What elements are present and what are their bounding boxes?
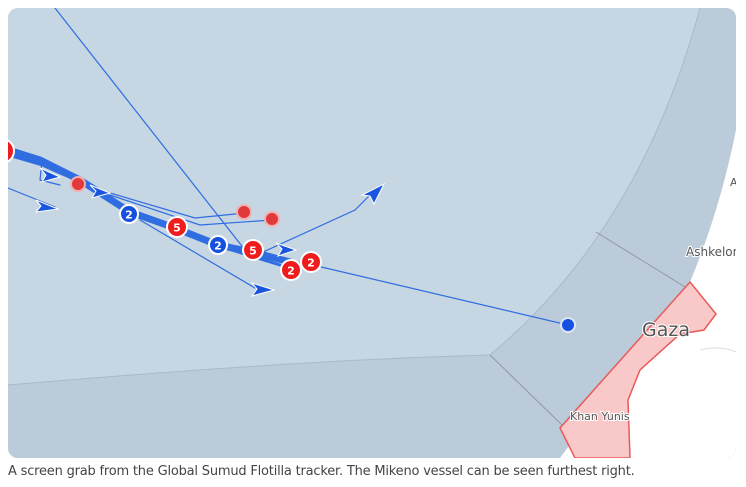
cluster-count: 5	[249, 245, 257, 258]
arrow-icon	[89, 184, 112, 199]
place-label-gaza: Gaza	[642, 319, 690, 341]
cluster-count: 2	[287, 265, 295, 278]
vessel-marker[interactable]	[70, 176, 86, 192]
land	[560, 130, 736, 458]
cluster-marker[interactable]: 5	[166, 216, 188, 238]
cluster-count: 2	[125, 209, 133, 222]
vessel-marker[interactable]	[236, 204, 252, 220]
vessel-marker[interactable]	[8, 139, 15, 163]
cluster-marker[interactable]: 5	[242, 239, 264, 261]
place-label-khan-yunis: Khan Yunis	[570, 410, 630, 423]
mikeno-vessel-marker[interactable]	[560, 317, 576, 333]
place-label-ashkelon: Ashkelon	[686, 245, 736, 259]
maritime-zone	[8, 8, 736, 458]
heading-arrows	[34, 167, 386, 297]
arrow-icon	[34, 199, 60, 213]
arrow-icon	[39, 167, 62, 183]
cluster-count: 2	[214, 240, 222, 253]
cluster-count: 2	[307, 257, 315, 270]
vessel-marker[interactable]	[264, 211, 280, 227]
cluster-count: 5	[173, 222, 181, 235]
arrow-icon	[250, 282, 276, 297]
cluster-marker[interactable]: 2	[280, 259, 302, 281]
cluster-marker[interactable]: 2	[119, 204, 139, 224]
arrow-icon	[275, 242, 298, 257]
place-label-cut: A	[730, 176, 736, 189]
cluster-marker[interactable]: 2	[208, 235, 228, 255]
image-caption: A screen grab from the Global Sumud Flot…	[8, 464, 635, 479]
cluster-marker[interactable]: 2	[300, 251, 322, 273]
arrow-icon	[360, 182, 386, 206]
gaza-strip	[559, 280, 717, 458]
